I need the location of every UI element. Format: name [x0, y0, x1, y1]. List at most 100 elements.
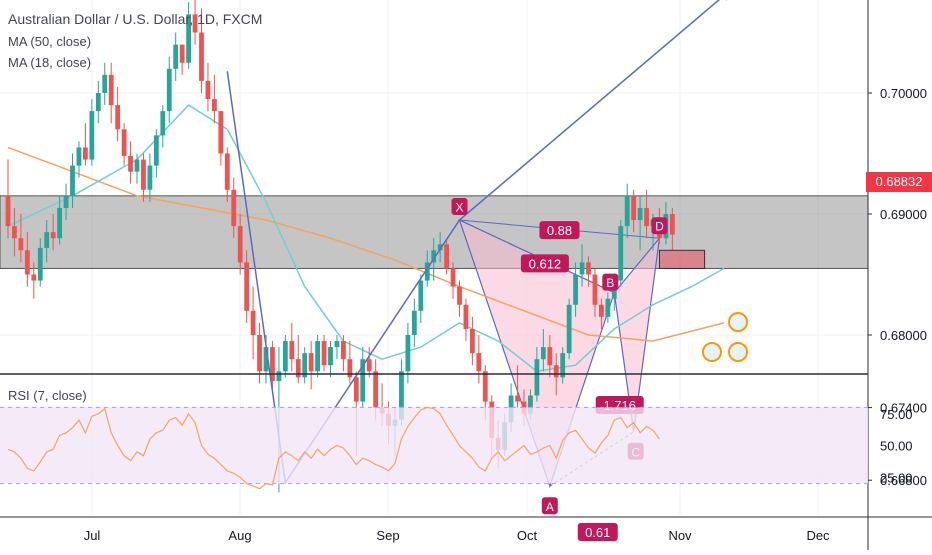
candle [122, 123, 127, 165]
candle [476, 335, 481, 383]
candle-body [160, 111, 165, 135]
candle [96, 81, 101, 123]
candle [315, 335, 320, 377]
candle-body [599, 305, 604, 317]
candle-body [212, 99, 217, 111]
time-tick-label: Jul [84, 528, 101, 543]
candle-body [44, 232, 49, 248]
candle-body [173, 45, 178, 69]
candle-body [315, 341, 320, 371]
rsi-tick-label: 50.00 [880, 439, 913, 454]
candle [83, 123, 88, 165]
candle [322, 335, 327, 371]
candle [225, 147, 230, 201]
candle [470, 317, 475, 365]
candle-body [19, 238, 24, 250]
candle-body [64, 196, 69, 208]
pattern-point-label: D [655, 220, 664, 234]
last-price-badge: 0.68832 [866, 172, 932, 192]
candle [302, 347, 307, 383]
candle-body [244, 262, 249, 310]
candle [567, 299, 572, 360]
candle-body [257, 335, 262, 371]
candle-body [180, 45, 185, 63]
candle-body [618, 226, 623, 280]
candle-body [341, 341, 346, 359]
candle [218, 111, 223, 165]
candle [309, 341, 314, 389]
candle-body [670, 214, 675, 235]
candle [160, 105, 165, 147]
candle [206, 63, 211, 111]
candle-body [328, 347, 333, 365]
legend-ma18: MA (18, close) [8, 55, 91, 70]
pattern-point-label: A [546, 500, 554, 514]
time-tick-label: Oct [517, 528, 538, 543]
time-tick-label: Nov [668, 528, 692, 543]
candle [77, 141, 82, 177]
candle-body [464, 305, 469, 329]
candle-body [515, 396, 520, 402]
candle-body [554, 365, 559, 377]
candle [212, 75, 217, 123]
candle-body [96, 93, 101, 111]
candle-body [483, 371, 488, 401]
candle-body [580, 262, 585, 274]
candle [296, 335, 301, 383]
event-flag-icon [729, 313, 747, 331]
price-tick-label: 0.69000 [880, 207, 927, 222]
ratio-label: 0.88 [547, 223, 572, 238]
candle-body [70, 166, 75, 196]
candle-body [225, 154, 230, 190]
candle [412, 299, 417, 347]
candle-body [57, 208, 62, 238]
candle-body [115, 105, 120, 129]
candle-body [309, 353, 314, 371]
candle-body [631, 196, 636, 220]
candle-body [547, 347, 552, 365]
candle [167, 57, 172, 124]
candle-body [83, 147, 88, 159]
candle-body [625, 196, 630, 226]
candle-body [89, 111, 94, 159]
candle-body [277, 371, 282, 381]
candle [341, 335, 346, 371]
legend-ma50: MA (50, close) [8, 34, 91, 49]
chart-title: Australian Dollar / U.S. Dollar, 1D, FXC… [8, 11, 262, 27]
candle-body [251, 311, 256, 335]
candle-body [283, 341, 288, 371]
candle-body [141, 160, 146, 190]
candle-body [322, 341, 327, 365]
rsi-band [0, 407, 868, 483]
candle [154, 129, 159, 177]
candle-body [638, 208, 643, 220]
event-flag-icon [729, 343, 747, 361]
candle-body [38, 248, 43, 281]
candle-body [354, 377, 359, 401]
candle-body [122, 129, 127, 156]
candle [173, 33, 178, 81]
candle-body [206, 81, 211, 99]
candle-body [231, 190, 236, 226]
ratio-label: 0.61 [585, 525, 610, 540]
candle-body [218, 111, 223, 153]
candle-body [148, 166, 153, 190]
candle-body [418, 281, 423, 311]
candle-body [470, 329, 475, 353]
candle-body [31, 275, 36, 281]
event-flag-icon [703, 343, 721, 361]
pattern-point-label: X [455, 201, 463, 215]
order-block [659, 250, 704, 268]
candle-body [102, 75, 107, 93]
candle-body [373, 371, 378, 407]
candle-body [154, 135, 159, 165]
time-tick-label: Aug [228, 528, 251, 543]
candle-body [605, 299, 610, 317]
candle-body [476, 353, 481, 371]
candle-body [289, 341, 294, 359]
candle-body [573, 275, 578, 305]
candle-body [109, 75, 114, 105]
candle-body [199, 33, 204, 81]
candle [102, 63, 107, 105]
